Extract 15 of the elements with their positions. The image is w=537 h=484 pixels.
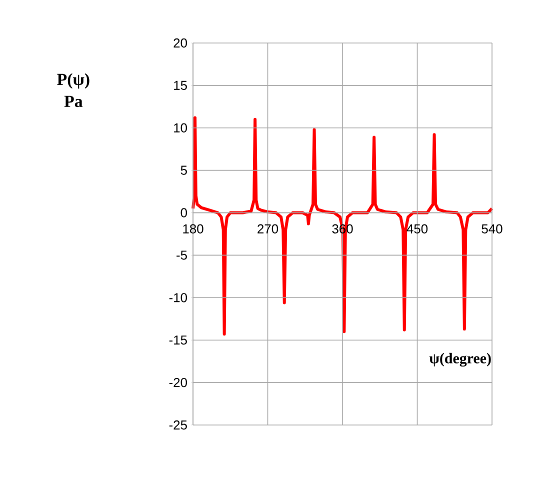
x-tick-label: 180 [183,224,204,234]
x-tick-label: 270 [258,224,278,234]
x-tick-label: 540 [482,224,502,234]
y-tick-label: -15 [169,336,187,345]
y-tick-label: -20 [169,378,187,388]
y-tick-label: 15 [174,80,187,90]
y-tick-label: 10 [174,123,187,132]
y-tick-label: 0 [180,208,187,218]
y-tick-label: -5 [176,250,187,260]
y-tick-label: 20 [174,38,187,48]
y-axis-title: P(ψ) Pa [57,73,90,108]
y-tick-label: -10 [169,293,187,302]
y-tick-label: -25 [169,420,187,430]
y-tick-label: 5 [180,166,187,175]
x-axis-title: ψ(degree) [429,352,491,367]
